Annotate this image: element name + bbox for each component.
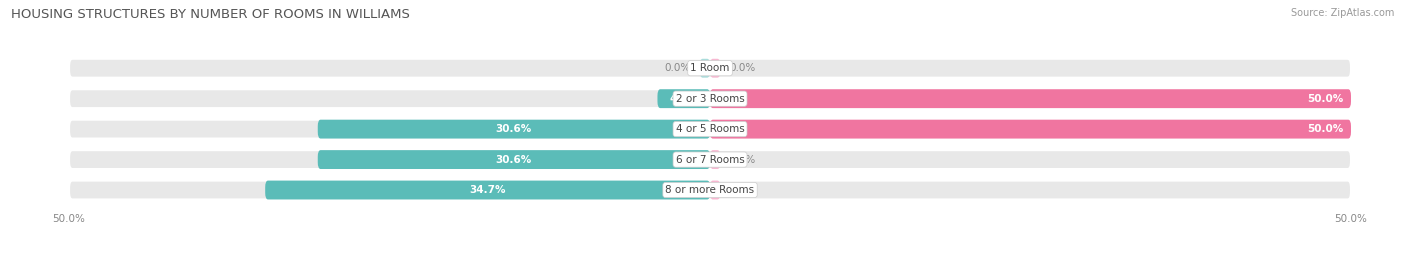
FancyBboxPatch shape xyxy=(69,180,1351,200)
Text: 30.6%: 30.6% xyxy=(496,124,531,134)
Text: 0.0%: 0.0% xyxy=(730,63,755,73)
FancyBboxPatch shape xyxy=(700,59,710,78)
FancyBboxPatch shape xyxy=(69,59,1351,78)
FancyBboxPatch shape xyxy=(710,150,720,169)
Text: 6 or 7 Rooms: 6 or 7 Rooms xyxy=(676,155,744,165)
Text: 0.0%: 0.0% xyxy=(730,185,755,195)
Text: 2 or 3 Rooms: 2 or 3 Rooms xyxy=(676,94,744,104)
Text: 4.1%: 4.1% xyxy=(669,94,699,104)
Text: 1 Room: 1 Room xyxy=(690,63,730,73)
Text: 0.0%: 0.0% xyxy=(730,155,755,165)
FancyBboxPatch shape xyxy=(69,120,1351,139)
FancyBboxPatch shape xyxy=(710,89,1351,108)
Text: 50.0%: 50.0% xyxy=(1308,94,1344,104)
Text: 50.0%: 50.0% xyxy=(1308,124,1344,134)
Text: 0.0%: 0.0% xyxy=(665,63,690,73)
FancyBboxPatch shape xyxy=(318,150,710,169)
FancyBboxPatch shape xyxy=(710,59,720,78)
FancyBboxPatch shape xyxy=(318,120,710,139)
FancyBboxPatch shape xyxy=(710,180,720,200)
Text: 4 or 5 Rooms: 4 or 5 Rooms xyxy=(676,124,744,134)
FancyBboxPatch shape xyxy=(658,89,710,108)
FancyBboxPatch shape xyxy=(69,89,1351,108)
Text: Source: ZipAtlas.com: Source: ZipAtlas.com xyxy=(1291,8,1395,18)
FancyBboxPatch shape xyxy=(69,150,1351,169)
Text: 34.7%: 34.7% xyxy=(470,185,506,195)
Text: 8 or more Rooms: 8 or more Rooms xyxy=(665,185,755,195)
FancyBboxPatch shape xyxy=(266,180,710,200)
Text: 30.6%: 30.6% xyxy=(496,155,531,165)
FancyBboxPatch shape xyxy=(710,120,1351,139)
Text: HOUSING STRUCTURES BY NUMBER OF ROOMS IN WILLIAMS: HOUSING STRUCTURES BY NUMBER OF ROOMS IN… xyxy=(11,8,411,21)
